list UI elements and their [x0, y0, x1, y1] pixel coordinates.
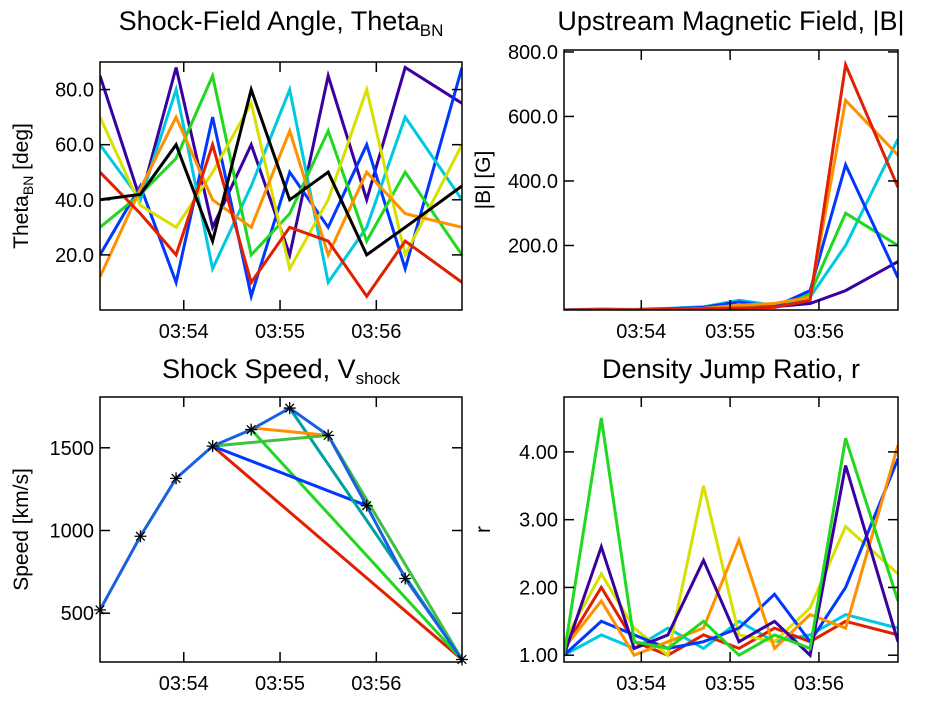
series-line	[212, 444, 368, 508]
plot-area	[100, 406, 462, 661]
y-tick-label: 4.00	[519, 442, 558, 464]
y-tick-label: 800.0	[508, 42, 558, 64]
y-label-text: Speed [km/s]	[10, 468, 33, 591]
series-line	[100, 113, 462, 278]
series-line	[564, 211, 898, 310]
series-line	[100, 65, 462, 261]
title-text: Shock-Field Angle, Theta	[119, 6, 421, 36]
series-line	[100, 139, 462, 299]
chart-title: Upstream Magnetic Field, |B|	[557, 6, 904, 36]
y-label-text: r	[472, 526, 495, 533]
y-tick-label: 3.00	[519, 510, 558, 532]
x-tick-label: 03:56	[351, 673, 401, 695]
x-tick-label: 03:55	[705, 673, 755, 695]
title-text: Density Jump Ratio, r	[602, 354, 860, 384]
series-line	[211, 444, 462, 661]
marker	[360, 499, 373, 512]
y-tick-label: 2.00	[519, 577, 558, 599]
y-tick-label: 20.0	[55, 245, 94, 267]
y-tick-label: 1000	[50, 520, 95, 542]
chart-title: Shock Speed, Vshock	[162, 354, 401, 388]
x-tick-label: 03:54	[616, 673, 666, 695]
series-line	[100, 84, 462, 273]
marker	[206, 440, 219, 453]
marker	[245, 423, 258, 436]
y-tick-label: 80.0	[55, 80, 94, 102]
series-line	[564, 584, 898, 657]
x-tick-label: 03:56	[794, 673, 844, 695]
chart-title: Shock-Field Angle, ThetaBN	[119, 6, 444, 40]
marker	[134, 530, 147, 543]
plot-area	[100, 65, 462, 303]
series-line	[564, 465, 898, 659]
x-tick-label: 03:55	[705, 321, 755, 343]
y-axis-label: Speed [km/s]	[10, 468, 33, 591]
plot-frame	[563, 396, 899, 663]
x-tick-label: 03:55	[255, 673, 305, 695]
y-tick-label: 60.0	[55, 135, 94, 157]
series-line	[251, 426, 329, 437]
y-axis-label: |B| [G]	[472, 151, 495, 210]
y-axis-label: ThetaBN [deg]	[10, 123, 36, 249]
x-tick-label: 03:54	[159, 673, 209, 695]
title-subscript: BN	[420, 21, 444, 40]
x-tick-label: 03:54	[159, 321, 209, 343]
marker	[399, 572, 412, 585]
plot-frame	[99, 61, 463, 311]
series-line	[564, 138, 898, 310]
y-tick-label: 600.0	[508, 106, 558, 128]
plot-area	[564, 59, 898, 310]
y-label-text: |B| [G]	[472, 151, 495, 210]
y-tick-label: 1.00	[519, 645, 558, 667]
x-tick-label: 03:54	[616, 321, 666, 343]
title-subscript: shock	[356, 369, 401, 388]
x-tick-label: 03:55	[255, 321, 305, 343]
series-line	[564, 97, 898, 310]
y-label-subscript: BN	[20, 176, 36, 195]
marker	[322, 429, 335, 442]
series-line	[250, 428, 462, 661]
series-line	[100, 406, 462, 661]
series-line	[100, 83, 462, 287]
series-line	[564, 444, 898, 658]
y-label-text: Theta	[10, 195, 33, 249]
series-line	[564, 417, 898, 658]
title-text: Shock Speed, V	[162, 354, 356, 384]
x-tick-label: 03:56	[351, 321, 401, 343]
marker	[170, 472, 183, 485]
x-tick-label: 03:56	[794, 321, 844, 343]
y-tick-label: 1500	[50, 438, 95, 460]
plot-area	[564, 417, 898, 659]
marker	[283, 402, 296, 415]
chart-title: Density Jump Ratio, r	[602, 354, 860, 384]
y-tick-label: 400.0	[508, 171, 558, 193]
series-line	[100, 84, 462, 258]
y-axis-label: r	[472, 526, 495, 533]
plot-frame	[99, 396, 463, 663]
y-tick-label: 40.0	[55, 190, 94, 212]
series-line	[100, 70, 462, 259]
plot-frame	[563, 49, 899, 311]
title-text: Upstream Magnetic Field, |B|	[557, 6, 904, 36]
y-tick-label: 200.0	[508, 235, 558, 257]
y-label-text: [deg]	[10, 123, 33, 176]
y-tick-label: 500	[61, 603, 94, 625]
